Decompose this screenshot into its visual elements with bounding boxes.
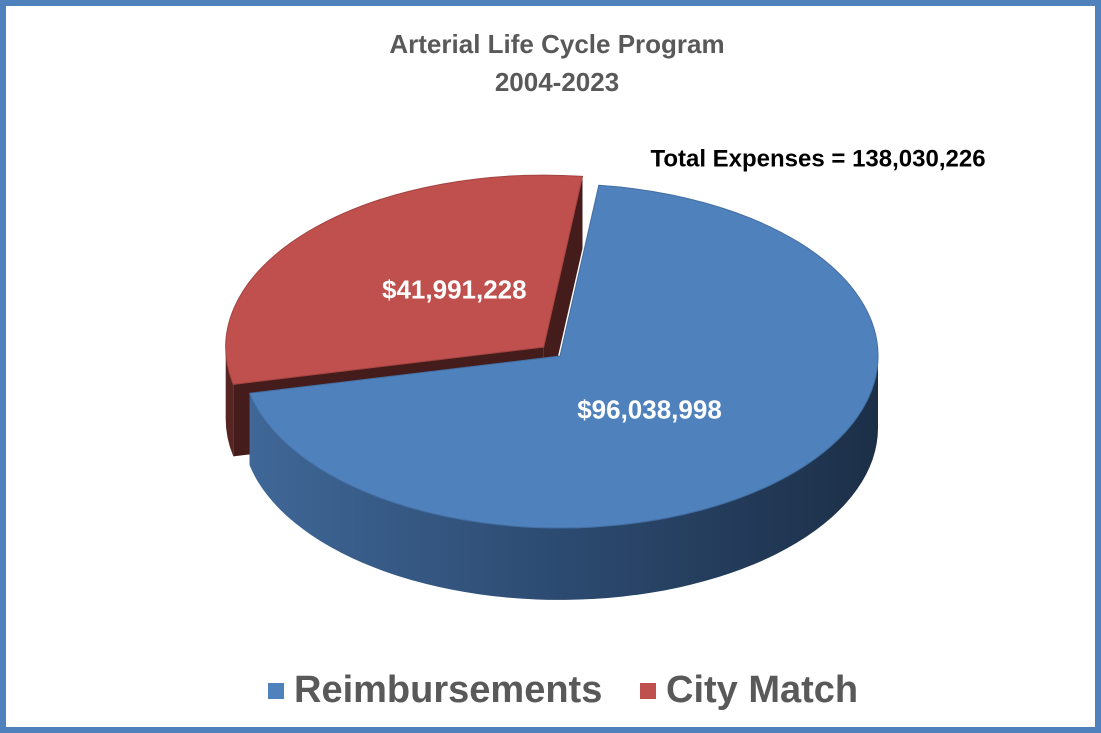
data-label: $96,038,998: [577, 394, 722, 424]
slice: [225, 174, 584, 385]
annotation: Total Expenses = 138,030,226: [650, 145, 985, 172]
legend-label: City Match: [666, 669, 858, 711]
legend: Reimbursements City Match: [268, 669, 858, 711]
chart-title: Arterial Life Cycle Program: [389, 29, 724, 59]
legend-swatch: [640, 683, 656, 699]
slice-side: [249, 356, 879, 600]
legend-swatch: [268, 683, 284, 699]
slice-side: [225, 347, 234, 457]
data-label: $41,991,228: [382, 274, 527, 304]
chart-subtitle: 2004-2023: [495, 67, 619, 97]
legend-label: Reimbursements: [294, 669, 602, 711]
pie: $96,038,998 $41,991,228: [225, 174, 879, 600]
slice: [248, 184, 879, 529]
